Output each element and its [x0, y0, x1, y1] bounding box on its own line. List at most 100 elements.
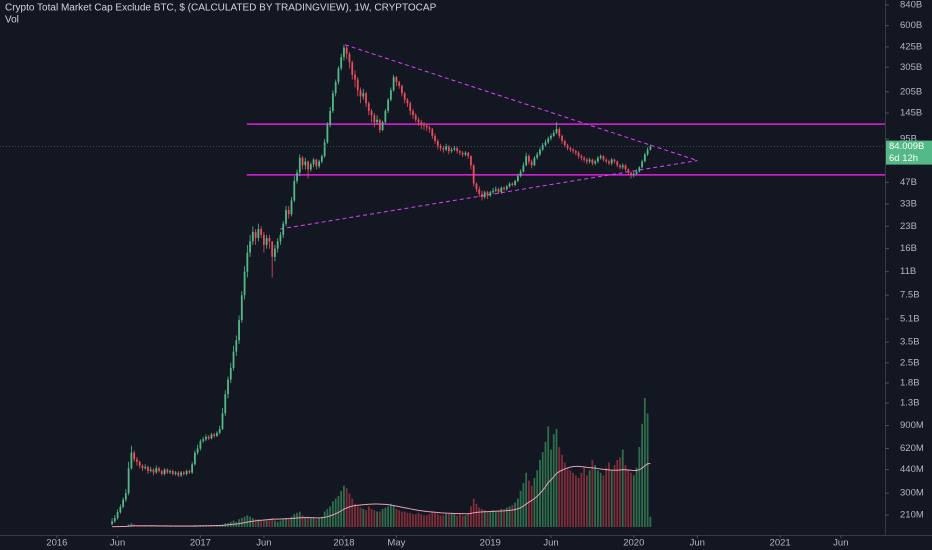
volume-bar [246, 515, 249, 527]
volume-bar [326, 508, 329, 527]
volume-bar [301, 515, 304, 527]
candle-body [124, 493, 127, 500]
candle-body [583, 157, 586, 160]
volume-bar [544, 441, 547, 527]
candle-body [287, 209, 290, 215]
candle-body [483, 192, 486, 198]
y-tick-label: 95B [900, 134, 917, 145]
volume-bar [608, 462, 610, 527]
candle-body [425, 125, 428, 128]
candle-body [511, 183, 514, 186]
volume-bar [141, 525, 144, 527]
y-tick-label: 300M [900, 488, 924, 499]
volume-bar [599, 472, 602, 527]
last-price-box [886, 140, 932, 165]
volume-bar [478, 507, 481, 527]
volume-bar [456, 515, 459, 527]
candle-body [387, 99, 390, 111]
volume-bar [627, 470, 630, 527]
candle-body [130, 452, 133, 469]
candle-body [536, 154, 539, 158]
y-tick-label: 1.3B [900, 398, 920, 409]
volume-bar [403, 511, 406, 527]
volume-bar [149, 526, 152, 527]
volume-bar [274, 520, 276, 527]
candle-body [133, 452, 136, 460]
volume-bar [445, 514, 447, 527]
y-tick-label: 11B [900, 266, 916, 277]
volume-bar [392, 505, 395, 527]
volume-bar [417, 512, 420, 527]
y-tick-label: 33B [900, 199, 917, 210]
volume-bar [442, 515, 445, 527]
volume-bar [453, 514, 456, 527]
candle-body [605, 159, 608, 162]
candle-body [309, 164, 312, 170]
candle-body [541, 145, 544, 150]
y-tick-label: 900M [900, 420, 924, 431]
volume-bar [621, 449, 624, 527]
plot [111, 44, 885, 528]
y-tick-label: 5.1B [900, 313, 920, 324]
candle-body [359, 90, 362, 97]
candle-body [447, 146, 450, 152]
candle-body [409, 103, 412, 111]
volume-bar [616, 459, 619, 527]
volume-bar [528, 480, 530, 527]
volume-bar [147, 525, 149, 527]
volume-bar [378, 511, 381, 527]
volume-bar [475, 503, 478, 527]
candle-body [472, 165, 475, 184]
candle-body [519, 171, 522, 177]
candle-body [478, 189, 481, 194]
candle-body [147, 466, 149, 472]
candle-body [345, 47, 348, 54]
candle-body [445, 146, 447, 150]
volume-bar [569, 470, 572, 527]
volume-bar [447, 514, 450, 527]
x-tick-label: Jun [690, 538, 705, 549]
candle-body [475, 183, 478, 190]
candle-body [138, 461, 141, 466]
volume-bar [351, 498, 354, 527]
candle-body [122, 499, 125, 507]
candle-body [599, 156, 602, 158]
volume-bar [398, 510, 401, 527]
candle-body [229, 367, 232, 380]
candle-body [646, 149, 649, 155]
candle-body [373, 115, 376, 123]
volume-bar [307, 516, 309, 527]
candle-body [423, 124, 425, 126]
volume-title: Vol [5, 15, 19, 26]
volume-bar [558, 447, 561, 527]
candle-body [205, 436, 207, 440]
volume-bar [464, 515, 467, 527]
candle-body [439, 145, 442, 149]
candle-body [116, 512, 119, 519]
volume-bar [356, 506, 359, 527]
volume-bar [450, 512, 453, 527]
volume-bar [362, 508, 365, 527]
volume-bar [461, 515, 464, 527]
candle-body [588, 159, 591, 162]
candle-body [395, 77, 398, 83]
volume-bar [624, 465, 627, 527]
candle-body [260, 229, 263, 235]
volume-bar [425, 515, 428, 527]
volume-bar [423, 515, 425, 527]
x-tick-label: 2019 [480, 538, 501, 549]
volume-bar [436, 514, 439, 527]
volume-bar [251, 517, 254, 527]
candle-body [171, 471, 174, 474]
volume-bar [514, 502, 516, 527]
candle-body [343, 47, 345, 58]
candle-body [356, 79, 359, 91]
volume-bar [257, 519, 260, 527]
candle-body [257, 229, 260, 239]
candle-body [577, 152, 580, 157]
volume-bar [610, 470, 613, 527]
candle-body [608, 161, 610, 164]
volume-bar [205, 525, 207, 527]
candle-body [514, 181, 516, 186]
